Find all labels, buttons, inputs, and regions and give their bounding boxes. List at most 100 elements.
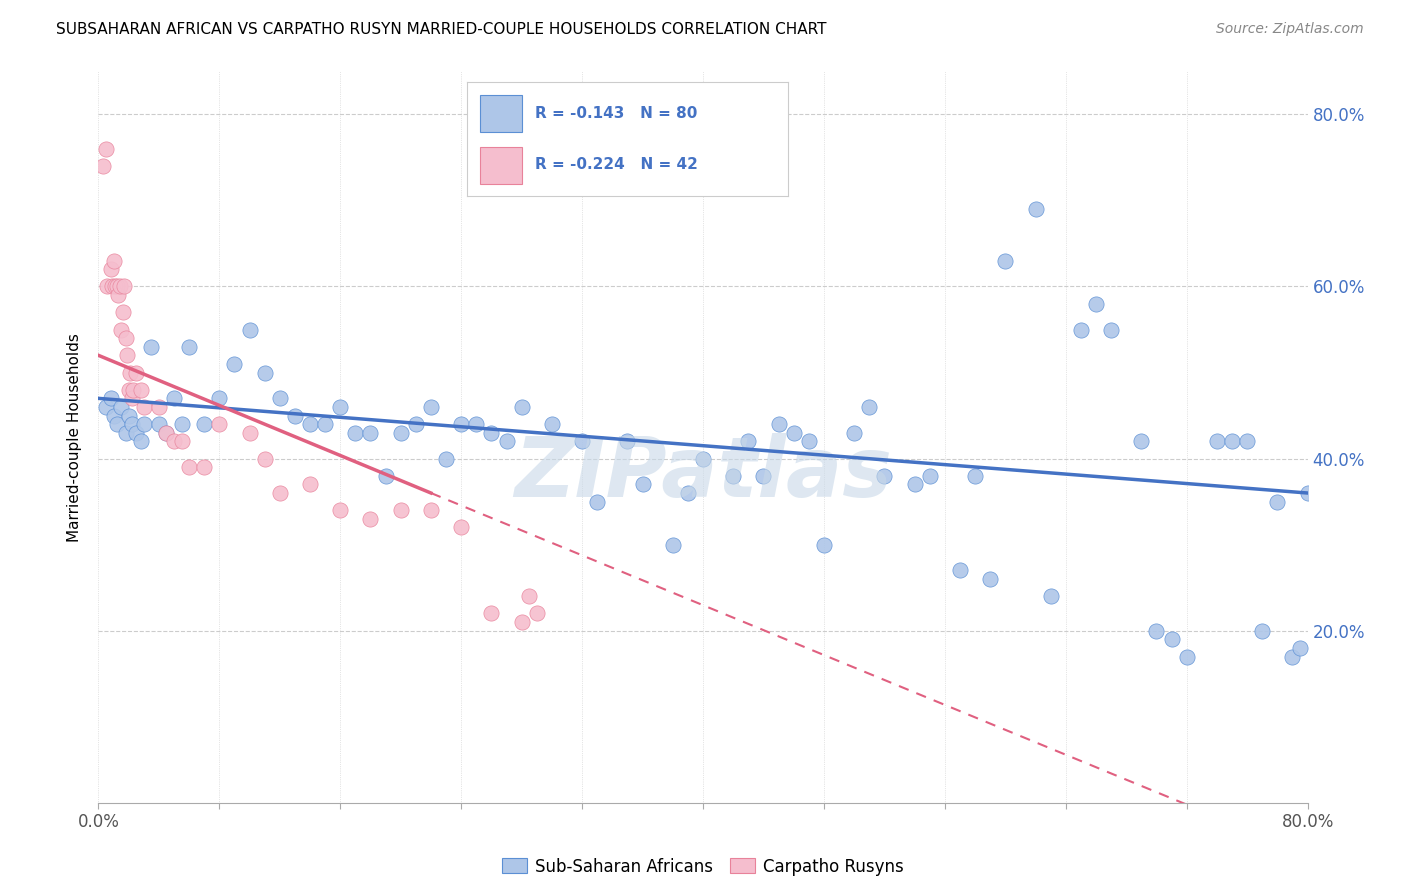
Point bbox=[100, 262, 122, 277]
Point bbox=[1085, 296, 1108, 310]
Point bbox=[299, 477, 322, 491]
Point bbox=[269, 392, 291, 406]
Point bbox=[104, 279, 127, 293]
Point bbox=[110, 322, 132, 336]
Point bbox=[239, 425, 262, 440]
Point bbox=[723, 468, 745, 483]
Point bbox=[1146, 624, 1168, 638]
Point bbox=[965, 468, 987, 483]
Point bbox=[389, 425, 412, 440]
Point bbox=[114, 425, 136, 440]
Point bbox=[239, 322, 262, 336]
Point bbox=[495, 434, 517, 449]
Point bbox=[631, 477, 654, 491]
Point bbox=[481, 425, 503, 440]
Point bbox=[208, 392, 231, 406]
Point bbox=[1296, 486, 1319, 500]
Point bbox=[540, 417, 562, 432]
Point bbox=[314, 417, 336, 432]
Point bbox=[121, 392, 143, 406]
Point bbox=[170, 417, 193, 432]
Point bbox=[526, 607, 548, 621]
Point bbox=[1099, 322, 1122, 336]
Point bbox=[100, 392, 122, 406]
Point bbox=[1039, 589, 1062, 603]
Point bbox=[141, 340, 163, 354]
Point bbox=[193, 460, 215, 475]
Point bbox=[586, 494, 609, 508]
Legend: Sub-Saharan Africans, Carpatho Rusyns: Sub-Saharan Africans, Carpatho Rusyns bbox=[495, 851, 911, 882]
Point bbox=[517, 589, 540, 603]
Point bbox=[450, 520, 472, 534]
Point bbox=[132, 400, 155, 414]
Point bbox=[125, 366, 148, 380]
Point bbox=[110, 400, 132, 414]
Text: ZIPatlas: ZIPatlas bbox=[515, 434, 891, 514]
Point bbox=[1206, 434, 1229, 449]
Point bbox=[121, 417, 143, 432]
Point bbox=[108, 279, 131, 293]
Point bbox=[692, 451, 714, 466]
Point bbox=[179, 340, 201, 354]
Text: SUBSAHARAN AFRICAN VS CARPATHO RUSYN MARRIED-COUPLE HOUSEHOLDS CORRELATION CHART: SUBSAHARAN AFRICAN VS CARPATHO RUSYN MAR… bbox=[56, 22, 827, 37]
Point bbox=[269, 486, 291, 500]
Point bbox=[434, 451, 457, 466]
Point bbox=[571, 434, 593, 449]
Point bbox=[163, 434, 186, 449]
Point bbox=[374, 468, 396, 483]
Point bbox=[465, 417, 488, 432]
Point bbox=[1267, 494, 1289, 508]
Point bbox=[103, 409, 125, 423]
Point bbox=[1130, 434, 1153, 449]
Point bbox=[329, 400, 352, 414]
Point bbox=[1236, 434, 1258, 449]
Point bbox=[1281, 649, 1303, 664]
Point bbox=[420, 503, 443, 517]
Point bbox=[253, 366, 276, 380]
Point bbox=[510, 400, 533, 414]
Point bbox=[1289, 640, 1312, 655]
Point bbox=[299, 417, 322, 432]
Point bbox=[858, 400, 880, 414]
Point bbox=[813, 538, 835, 552]
Point bbox=[111, 305, 134, 319]
Point bbox=[676, 486, 699, 500]
Point bbox=[155, 425, 177, 440]
Point bbox=[125, 425, 148, 440]
Point bbox=[1160, 632, 1182, 647]
Point bbox=[344, 425, 367, 440]
Point bbox=[979, 572, 1001, 586]
Point bbox=[193, 417, 215, 432]
Point bbox=[1251, 624, 1274, 638]
Point bbox=[616, 434, 638, 449]
Point bbox=[661, 538, 683, 552]
Point bbox=[148, 400, 170, 414]
Point bbox=[360, 512, 382, 526]
Point bbox=[105, 417, 128, 432]
Point bbox=[103, 253, 125, 268]
Point bbox=[148, 417, 170, 432]
Point bbox=[179, 460, 201, 475]
Point bbox=[115, 348, 138, 362]
Point bbox=[844, 425, 866, 440]
Point bbox=[1175, 649, 1198, 664]
Point bbox=[873, 468, 896, 483]
Point bbox=[118, 409, 141, 423]
Point bbox=[797, 434, 820, 449]
Point bbox=[918, 468, 941, 483]
Point bbox=[253, 451, 276, 466]
Point bbox=[170, 434, 193, 449]
Point bbox=[329, 503, 352, 517]
Point bbox=[112, 279, 135, 293]
Point bbox=[510, 615, 533, 629]
Point bbox=[284, 409, 307, 423]
Point bbox=[208, 417, 231, 432]
Point bbox=[105, 279, 128, 293]
Point bbox=[163, 392, 186, 406]
Point bbox=[129, 383, 152, 397]
Point bbox=[949, 564, 972, 578]
Point bbox=[224, 357, 246, 371]
Point bbox=[405, 417, 427, 432]
Text: Source: ZipAtlas.com: Source: ZipAtlas.com bbox=[1216, 22, 1364, 37]
Point bbox=[1220, 434, 1243, 449]
